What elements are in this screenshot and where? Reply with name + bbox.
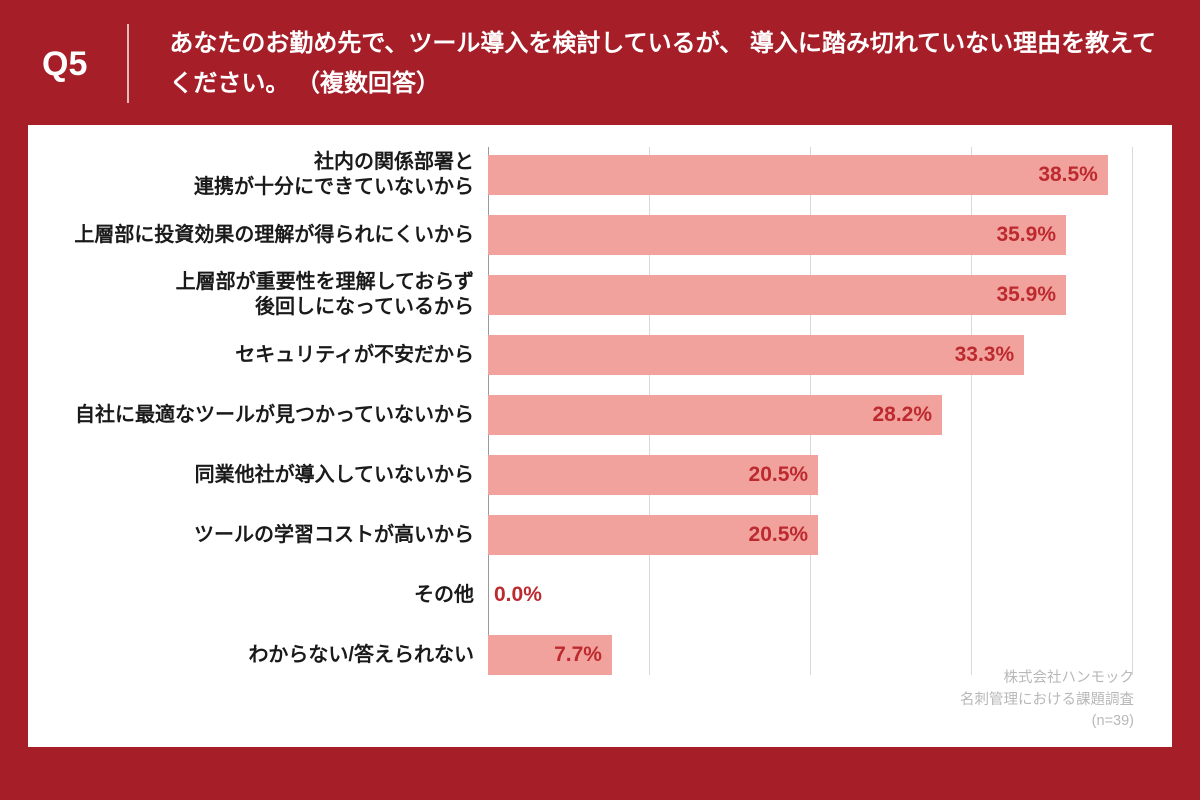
question-text: あなたのお勤め先で、ツール導入を検討しているが、 導入に踏み切れていない理由を教… [169, 24, 1158, 103]
bar-area: 28.2% [488, 395, 1132, 435]
category-label: 上層部に投資効果の理解が得られにくいから [68, 223, 488, 248]
bar-value-label: 20.5% [749, 455, 819, 495]
question-number: Q5 [42, 24, 129, 103]
bar-area: 20.5% [488, 515, 1132, 555]
bar-value-label: 28.2% [872, 395, 942, 435]
bar-row: 自社に最適なツールが見つかっていないから 28.2% [68, 395, 1132, 435]
bar-chart: 社内の関係部署と 連携が十分にできていないから38.5%上層部に投資効果の理解が… [68, 147, 1132, 707]
category-label: セキュリティが不安だから [68, 343, 488, 368]
category-label: その他 [68, 583, 488, 608]
bar-area: 0.0% [488, 575, 1132, 615]
category-label: わからない/答えられない [68, 643, 488, 668]
bar [488, 275, 1066, 315]
bar [488, 215, 1066, 255]
bar-row: その他0.0% [68, 575, 1132, 615]
category-label: 自社に最適なツールが見つかっていないから [68, 403, 488, 428]
bar-area: 33.3% [488, 335, 1132, 375]
bar-value-label: 0.0% [488, 575, 542, 615]
bar-value-label: 38.5% [1038, 155, 1108, 195]
chart-panel: 社内の関係部署と 連携が十分にできていないから38.5%上層部に投資効果の理解が… [28, 125, 1172, 747]
bar-value-label: 7.7% [554, 635, 612, 675]
bar-value-label: 35.9% [996, 215, 1066, 255]
question-header: Q5 あなたのお勤め先で、ツール導入を検討しているが、 導入に踏み切れていない理… [0, 0, 1200, 125]
bar [488, 155, 1108, 195]
credit-line-3: (n=39) [960, 711, 1134, 733]
bar-row: 社内の関係部署と 連携が十分にできていないから38.5% [68, 155, 1132, 195]
category-label: 社内の関係部署と 連携が十分にできていないから [68, 150, 488, 200]
category-label: ツールの学習コストが高いから [68, 523, 488, 548]
credit-line-2: 名刺管理における課題調査 [960, 690, 1134, 712]
credit-line-1: 株式会社ハンモック [960, 668, 1134, 690]
credit-block: 株式会社ハンモック 名刺管理における課題調査 (n=39) [960, 668, 1134, 733]
bar-area: 20.5% [488, 455, 1132, 495]
bar-value-label: 20.5% [749, 515, 819, 555]
bar-row: セキュリティが不安だから 33.3% [68, 335, 1132, 375]
category-label: 上層部が重要性を理解しておらず 後回しになっているから [68, 270, 488, 320]
category-label: 同業他社が導入していないから [68, 463, 488, 488]
bar-row: ツールの学習コストが高いから 20.5% [68, 515, 1132, 555]
bar [488, 335, 1024, 375]
bar-row: 同業他社が導入していないから 20.5% [68, 455, 1132, 495]
gridline [1132, 147, 1133, 675]
bar-row: 上層部に投資効果の理解が得られにくいから 35.9% [68, 215, 1132, 255]
bar-row: 上層部が重要性を理解しておらず 後回しになっているから35.9% [68, 275, 1132, 315]
bar-area: 35.9% [488, 275, 1132, 315]
bar-value-label: 33.3% [955, 335, 1025, 375]
bar-area: 35.9% [488, 215, 1132, 255]
bar-area: 38.5% [488, 155, 1132, 195]
bar-value-label: 35.9% [996, 275, 1066, 315]
